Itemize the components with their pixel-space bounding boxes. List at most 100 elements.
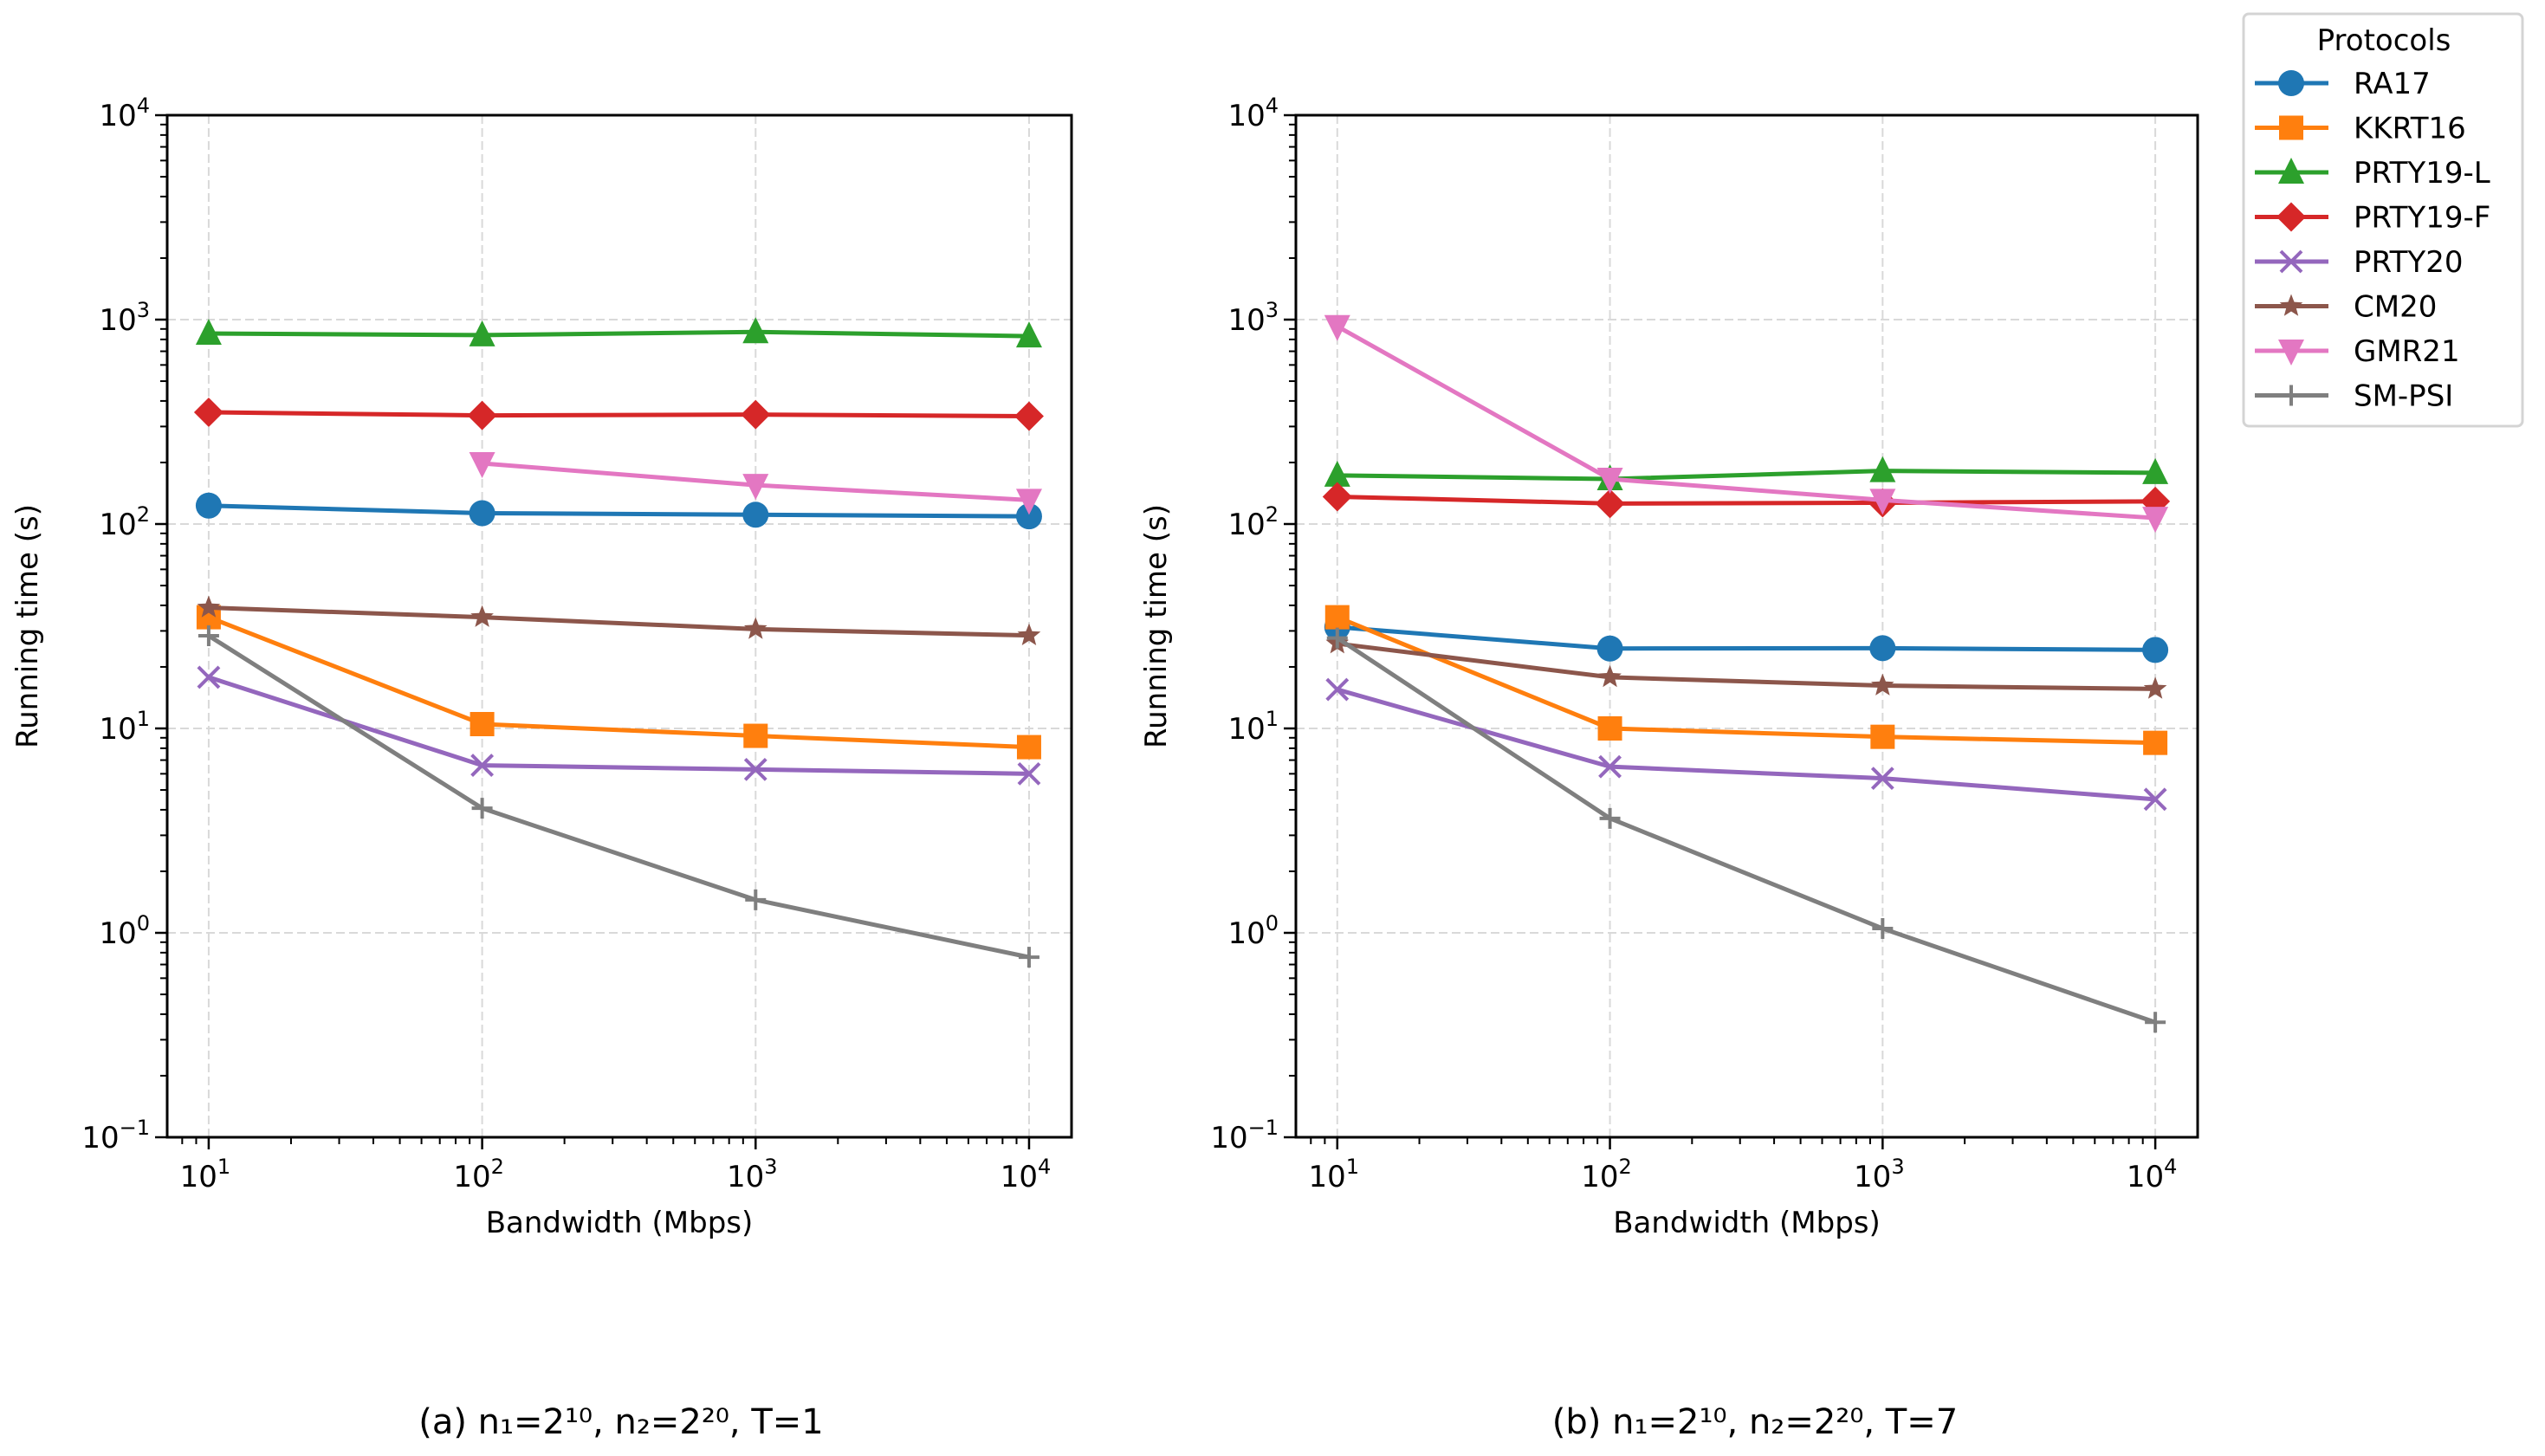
series-kkrt16 (196, 605, 1041, 760)
data-point (742, 502, 769, 528)
x-tick-label: 102 (1581, 1155, 1632, 1194)
series-line (1336, 615, 2156, 746)
y-tick-label: 104 (1227, 94, 1279, 133)
y-tick-label: 102 (99, 502, 150, 542)
data-point (470, 754, 495, 778)
legend-label: PRTY20 (2354, 245, 2463, 280)
x-tick-exponent: 4 (2164, 1155, 2177, 1179)
x-tick-exponent: 2 (491, 1155, 504, 1179)
series-prty19-l (195, 317, 1042, 348)
y-tick-label: 102 (1227, 502, 1279, 542)
y-tick-label: 103 (99, 298, 150, 338)
data-point (197, 595, 221, 618)
legend-marker (2278, 70, 2304, 96)
series-line (208, 329, 1030, 339)
series-prty19-f (193, 398, 1044, 431)
series-line (1336, 324, 2156, 521)
data-point (1326, 627, 1348, 649)
x-tick-exponent: 3 (1891, 1155, 1904, 1179)
series-line (1337, 624, 2156, 652)
data-point (469, 451, 495, 478)
series-line (208, 410, 1029, 418)
data-point (469, 711, 495, 736)
data-point (1015, 503, 1042, 530)
legend-marker (2278, 158, 2304, 184)
legend-marker (2278, 340, 2304, 366)
y-tick-label: 103 (1227, 298, 1279, 338)
data-point (2143, 787, 2167, 812)
y-tick-exponent: 1 (137, 707, 150, 731)
legend-marker (2279, 294, 2303, 316)
y-tick-label: 101 (1227, 707, 1279, 747)
data-point (193, 398, 223, 428)
subplot-caption: (a) n₁=2¹⁰, n₂=2²⁰, T=1 (418, 1402, 824, 1442)
legend-entry-cm20: CM20 (2255, 290, 2437, 325)
series-line (1337, 494, 2156, 506)
data-point (744, 617, 767, 639)
x-tick-label: 101 (180, 1155, 231, 1194)
y-tick-exponent: 4 (1266, 94, 1279, 118)
y-tick-exponent: 3 (137, 298, 150, 322)
data-point (1598, 754, 1622, 779)
series-line (207, 633, 1030, 960)
data-point (1596, 468, 1623, 495)
y-tick-label: 100 (1227, 911, 1279, 951)
data-point (1015, 321, 1042, 348)
x-tick-exponent: 2 (1619, 1155, 1632, 1179)
data-point (1325, 677, 1350, 702)
series-gmr21 (1324, 314, 2169, 534)
data-point (2145, 1012, 2166, 1033)
data-point (470, 605, 494, 627)
y-tick-exponent: 0 (137, 911, 150, 935)
data-point (195, 319, 222, 346)
legend-entry-prty20: PRTY20 (2255, 245, 2463, 280)
series-kkrt16 (1324, 605, 2168, 755)
y-tick-exponent: 1 (1266, 707, 1279, 731)
series-ra17 (195, 492, 1042, 530)
data-point (1598, 664, 1622, 688)
series-line (1337, 687, 2156, 802)
data-point (2142, 457, 2169, 484)
data-point (471, 798, 493, 819)
legend-label: GMR21 (2354, 334, 2460, 369)
legend-marker (2279, 249, 2303, 274)
axes-frame (165, 113, 1073, 1139)
x-tick-label: 103 (1854, 1155, 1905, 1194)
subplot-b: 101 102 103 10410−1100101102103104Bandwidth… (1139, 94, 2199, 1442)
y-tick-label: 10−1 (81, 1116, 150, 1155)
x-tick-label: 101 (1309, 1155, 1360, 1194)
data-point (1017, 761, 1041, 786)
data-point (2142, 637, 2169, 663)
series-cm20 (197, 595, 1041, 645)
data-point (745, 889, 767, 910)
y-tick-label: 101 (99, 707, 150, 747)
y-tick-label: 10−1 (1210, 1116, 1279, 1155)
data-point (1324, 605, 1350, 630)
data-point (467, 400, 497, 430)
y-tick-exponent: 0 (1266, 911, 1279, 935)
series-sm-psi (1326, 627, 2166, 1033)
axes-frame (1294, 113, 2199, 1139)
data-point (1599, 807, 1621, 829)
series-line (208, 605, 1030, 638)
series-line (208, 675, 1030, 776)
data-point (743, 757, 767, 781)
x-tick-exponent: 1 (1346, 1155, 1359, 1179)
x-tick-label: 104 (1001, 1155, 1052, 1194)
legend-marker (2281, 385, 2302, 406)
data-point (1872, 918, 1894, 939)
data-point (1595, 489, 1625, 519)
legend-label: PRTY19-L (2354, 156, 2490, 191)
legend-entry-ra17: RA17 (2255, 67, 2431, 101)
data-point (1017, 623, 1041, 645)
data-point (1018, 947, 1039, 968)
legend-entry-sm-psi: SM-PSI (2255, 379, 2453, 414)
legend-entry-kkrt16: KKRT16 (2255, 112, 2466, 146)
series-prty20 (197, 665, 1041, 786)
series-sm-psi (198, 625, 1039, 968)
x-tick-label: 102 (453, 1155, 504, 1194)
y-tick-exponent: −1 (1248, 1116, 1279, 1140)
data-point (1324, 314, 1350, 341)
legend-label: KKRT16 (2354, 112, 2466, 146)
